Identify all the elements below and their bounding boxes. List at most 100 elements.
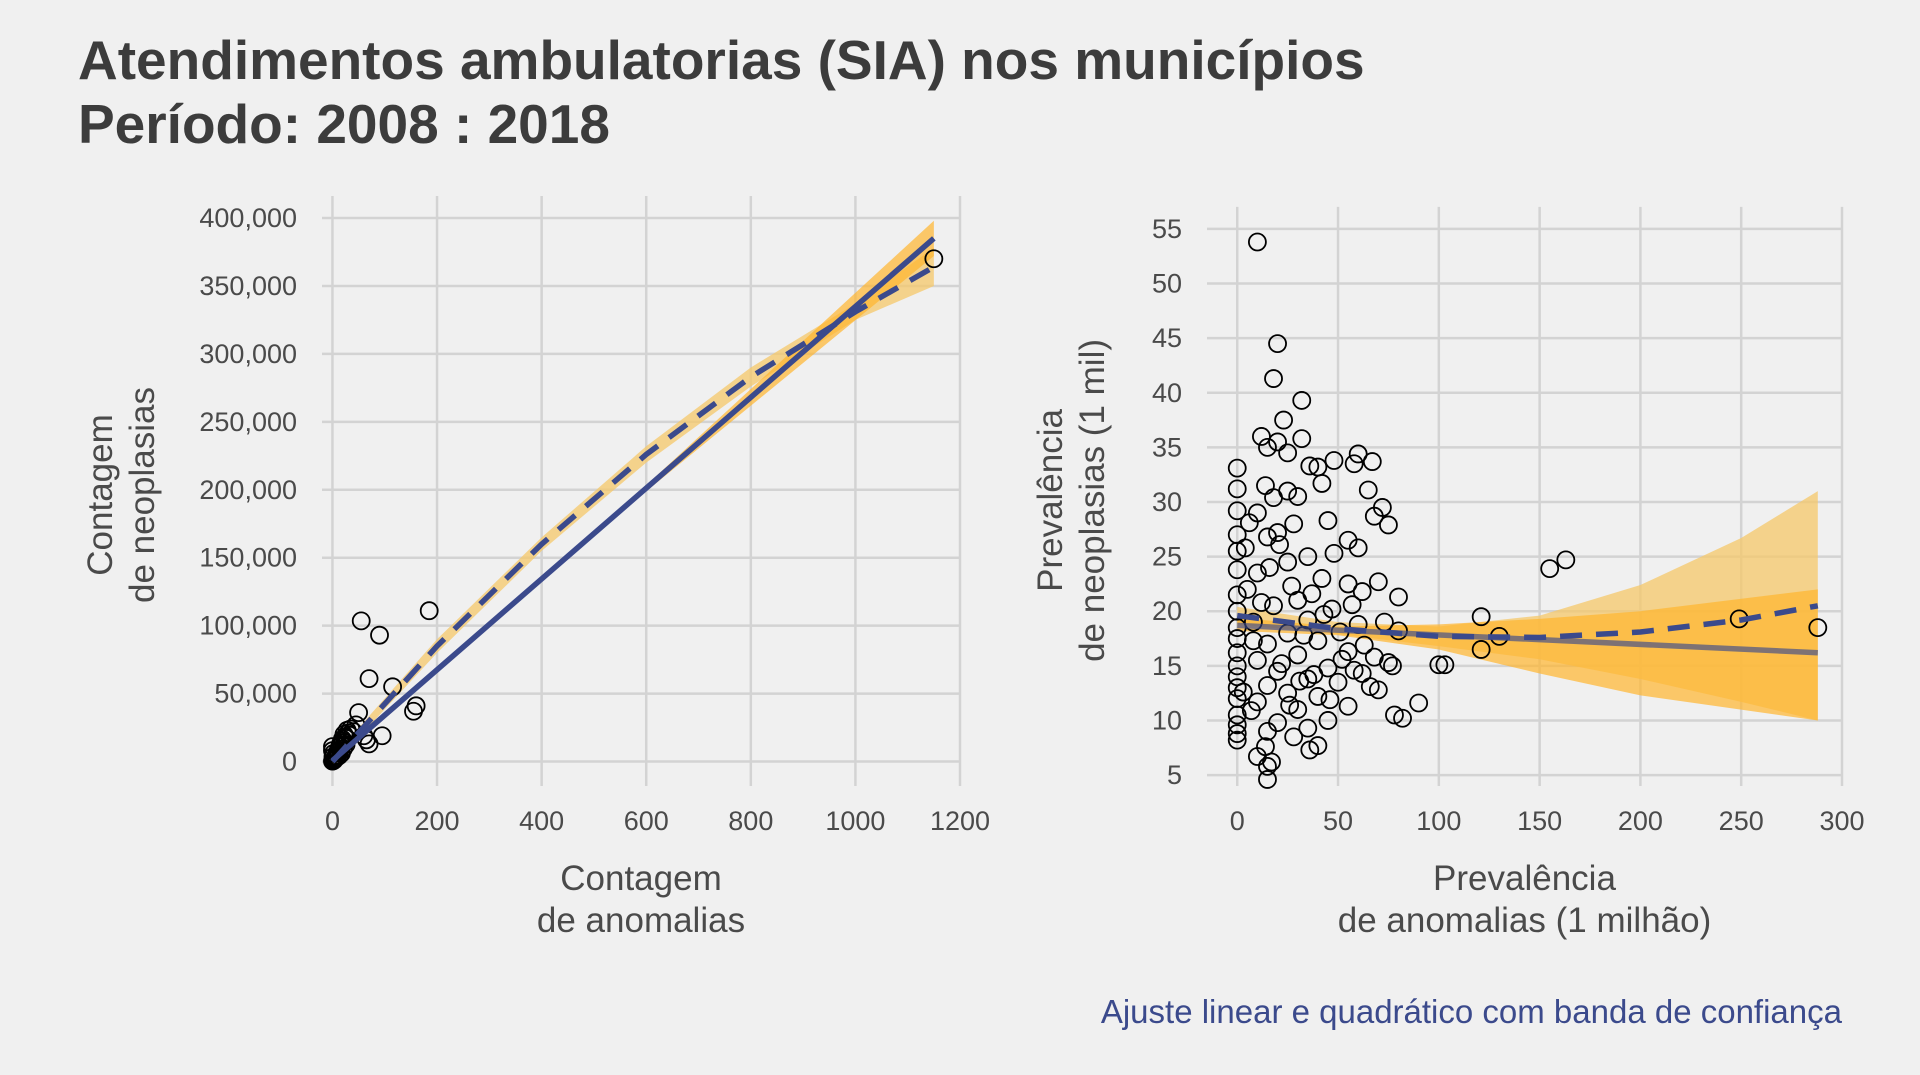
data-point [1258,676,1277,695]
data-point [370,625,389,645]
data-point [1235,538,1255,558]
data-point [1274,410,1294,430]
y-tick-label: 100,000 [199,611,297,641]
y-axis-title: de neoplasias (1 mil) [1073,339,1112,662]
data-point [1300,740,1320,760]
data-point [1227,560,1247,580]
x-tick-label: 300 [1819,806,1864,836]
data-point [1258,437,1277,457]
y-tick-label: 300,000 [199,339,297,369]
data-point [1320,690,1340,710]
data-point [1379,653,1398,672]
data-point [1243,631,1263,651]
chart-title-line-2: Período: 2008 : 2018 [78,93,610,155]
data-point [1227,479,1247,499]
y-tick-label: 55 [1152,214,1182,244]
data-point [1227,656,1247,676]
data-point [1227,724,1247,743]
y-tick-label: 40 [1152,378,1182,408]
y-axis-title: de neoplasias [123,387,162,603]
data-point [1227,643,1247,663]
chart-caption: Ajuste linear e quadrático com banda de … [1100,993,1842,1030]
x-axis-title: de anomalias (1 milhão) [1338,901,1712,940]
y-tick-label: 5 [1167,760,1182,790]
data-point [1389,587,1408,607]
data-point [1233,682,1253,702]
data-point [1360,677,1380,696]
data-point [1272,654,1291,674]
data-point [1278,683,1298,703]
data-point [1429,655,1449,675]
linear-fit-line [330,236,936,763]
y-axis-title: Prevalência [1031,408,1070,591]
data-point [1258,634,1277,654]
data-point [1302,584,1322,604]
data-point [1288,645,1308,665]
x-tick-label: 400 [519,806,564,836]
data-point [1324,451,1344,470]
data-point [1358,480,1378,500]
data-point [1227,705,1247,725]
y-tick-label: 30 [1152,487,1182,517]
quadratic-fit-line [1236,603,1819,641]
data-point [1262,752,1281,772]
data-point [1298,669,1318,689]
data-point [1284,727,1304,747]
data-point [1362,452,1382,471]
data-point [1247,232,1267,252]
x-tick-label: 250 [1719,806,1764,836]
data-point [349,703,369,723]
data-point [1264,369,1283,388]
data-point [1239,513,1259,533]
data-point [1282,576,1302,596]
x-axis-title: Prevalência [1433,859,1616,898]
chart-title-line-1: Atendimentos ambulatorias (SIA) nos muni… [78,29,1365,91]
y-tick-label: 25 [1152,542,1182,572]
x-tick-label: 200 [415,806,460,836]
y-tick-label: 50,000 [214,679,297,709]
data-point [1312,569,1332,588]
y-tick-label: 50 [1152,269,1182,299]
y-tick-label: 15 [1152,651,1182,681]
data-point [1318,511,1338,530]
x-tick-label: 600 [624,806,669,836]
x-tick-label: 0 [325,806,340,836]
data-point [1268,523,1287,542]
data-point [1471,640,1491,659]
data-point [1298,718,1318,738]
chart-panel-prevalence: 0 50 100 150 200 250 300 5 10 15 20 25 30 35 40 45 50 55 P… [1031,206,1865,940]
data-point [924,249,944,269]
data-point [1368,680,1388,700]
data-point [1308,687,1328,706]
linear-confidence-band [1237,589,1818,721]
y-tick-label: 200,000 [199,475,297,505]
quadratic-fit-line [330,264,936,764]
data-point [1379,515,1398,535]
data-point [1383,656,1402,676]
data-point [351,611,371,631]
data-point [419,601,439,621]
data-point [1332,649,1352,669]
y-tick-label: 20 [1152,596,1182,626]
data-point [1256,476,1275,496]
data-point [1241,701,1261,721]
data-point [1227,541,1247,561]
y-tick-label: 150,000 [199,543,297,573]
x-tick-label: 1000 [825,806,885,836]
data-point [1288,487,1308,506]
data-point [1808,618,1828,638]
x-axis-title: de anomalias [537,901,745,940]
data-point [1278,443,1298,463]
y-tick-label: 250,000 [199,407,297,437]
data-point [1227,715,1247,735]
data-point [1270,535,1289,554]
data-point [1312,474,1332,493]
data-point [1393,708,1412,728]
data-point [1328,672,1348,692]
data-point [1268,334,1287,354]
y-tick-label: 350,000 [199,271,297,301]
data-point [1324,543,1344,563]
data-point [1268,713,1287,733]
x-axis-title: Contagem [560,859,721,898]
data-point [1258,770,1277,789]
